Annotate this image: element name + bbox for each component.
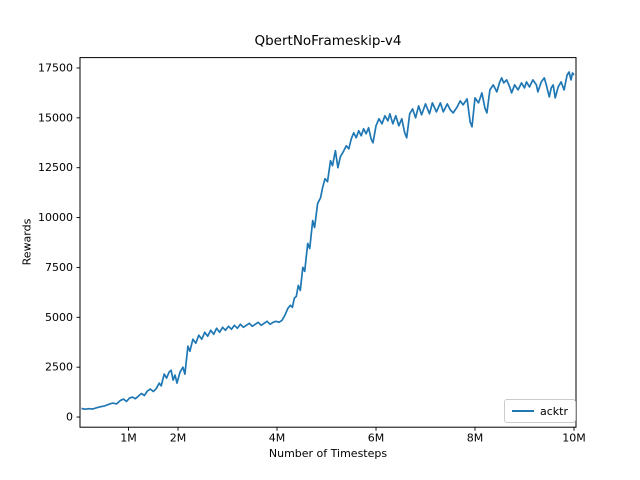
legend-label: acktr xyxy=(540,404,568,418)
y-tick-label: 15000 xyxy=(38,111,73,124)
legend-line-sample xyxy=(512,410,534,412)
x-tick-label: 8M xyxy=(467,432,484,445)
chart-title: QbertNoFrameskip-v4 xyxy=(254,33,402,49)
axes-spines xyxy=(79,57,577,428)
y-tick-label: 12500 xyxy=(38,161,73,174)
x-tick-label: 6M xyxy=(368,432,385,445)
x-tick-label: 1M xyxy=(120,432,137,445)
y-tick-label: 17500 xyxy=(38,61,73,74)
x-tick-label: 10M xyxy=(562,432,586,445)
y-tick-label: 0 xyxy=(66,411,73,424)
x-tick-label: 4M xyxy=(269,432,286,445)
x-axis-label: Number of Timesteps xyxy=(268,447,388,460)
y-tick-label: 10000 xyxy=(38,211,73,224)
x-tick-label: 2M xyxy=(170,432,187,445)
y-tick-label: 5000 xyxy=(45,311,73,324)
y-tick-label: 2500 xyxy=(45,361,73,374)
legend: acktr xyxy=(504,399,576,423)
y-axis-label: Rewards xyxy=(20,218,34,266)
y-tick-label: 7500 xyxy=(45,261,73,274)
data-line-acktr xyxy=(81,71,575,411)
